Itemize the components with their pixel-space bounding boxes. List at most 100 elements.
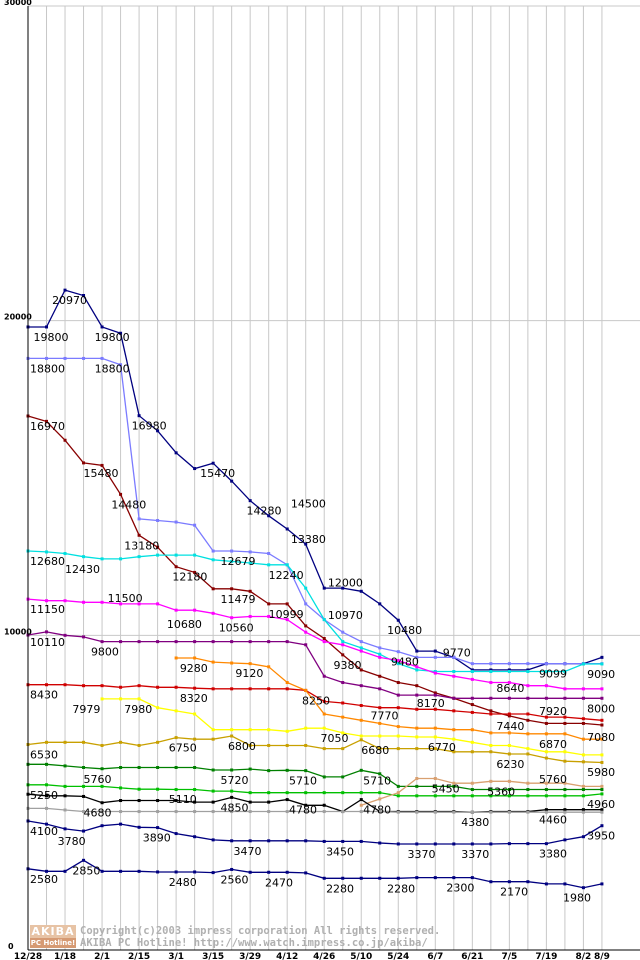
series-point [322,712,326,716]
series-point [100,463,104,467]
series-point [285,729,289,733]
series-point [433,794,437,798]
series-point [63,784,67,788]
series-point [544,732,548,736]
series-point [452,794,456,798]
series-point [378,734,382,738]
series-point [526,712,530,716]
series-point [600,882,604,886]
data-label: 12430 [65,563,100,576]
series-point [193,712,197,716]
series-point [489,743,493,747]
data-label: 4680 [84,807,112,820]
data-label: 5720 [221,774,249,787]
series-point [507,670,511,674]
data-label: 4100 [30,825,58,838]
series-point [82,600,86,604]
series-point [137,787,141,791]
series-point [63,869,67,873]
series-point [526,662,530,666]
series-line [28,807,602,813]
series-point [544,808,548,812]
data-label: 10680 [167,618,202,631]
series-point [285,602,289,606]
series-point [359,803,363,807]
series-point [526,668,530,672]
series-line [28,784,602,797]
series-point [45,599,49,603]
series-point [563,687,567,691]
series-point [174,832,178,836]
data-label: 2280 [387,882,415,895]
x-tick-label: 7/19 [535,952,557,960]
series-point [248,743,252,747]
data-label: 7050 [321,732,349,745]
series-line [28,684,602,721]
series-point [600,737,604,741]
series-point [415,794,419,798]
series-point [211,800,215,804]
data-label: 5110 [169,793,197,806]
series-point [600,687,604,691]
series-point [211,768,215,772]
data-label: 9480 [391,656,419,669]
series-point [489,880,493,884]
series-point [82,356,86,360]
series-point [489,779,493,783]
data-label: 10999 [269,608,304,621]
series-point [433,747,437,751]
series-point [489,712,493,716]
series-point [396,725,400,729]
series-point [82,810,86,814]
data-label: 5980 [587,766,615,779]
data-label: 6800 [228,740,256,753]
series-point [45,740,49,744]
series-point [359,649,363,653]
series-point [378,652,382,656]
series-point [45,356,49,360]
series-point [304,769,308,773]
series-point [322,674,326,678]
series-point [341,681,345,685]
series-point [415,747,419,751]
series-point [322,618,326,622]
series-point [359,646,363,650]
data-label: 11479 [221,593,256,606]
series-point [285,743,289,747]
series-point [267,810,271,814]
x-tick-label: 4/12 [276,952,298,960]
series-point [267,563,271,567]
series-point [174,810,178,814]
series-point [137,799,141,803]
series-point [211,549,215,553]
data-label: 12000 [328,576,363,589]
series-point [563,670,567,674]
series-point [452,728,456,732]
series-point [230,839,234,843]
series-point [396,681,400,685]
series-point [304,871,308,875]
series-point [100,356,104,360]
series-point [507,779,511,783]
data-label: 18800 [30,362,65,375]
series-point [581,721,585,725]
series-point [452,655,456,659]
series-point [82,829,86,833]
series-point [433,842,437,846]
data-label: 10480 [387,624,422,637]
series-point [304,803,308,807]
series-point [600,696,604,700]
series-point [600,753,604,757]
series-point [156,870,160,874]
series-point [507,662,511,666]
series-point [489,788,493,792]
series-point [396,706,400,710]
y-tick-label: 10000 [4,627,32,636]
data-label: 2280 [326,882,354,895]
series-point [156,545,160,549]
series-point [322,803,326,807]
series-point [45,794,49,798]
series-point [267,800,271,804]
series-point [415,777,419,781]
series-point [174,520,178,524]
